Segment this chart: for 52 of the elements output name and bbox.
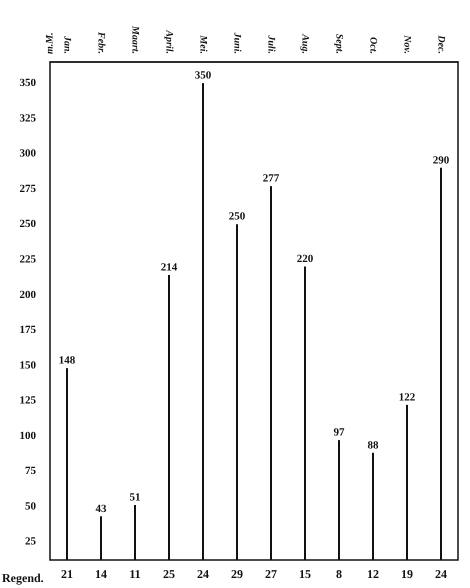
data-label: 214	[160, 262, 178, 274]
x-tick-label: Aug.	[300, 33, 310, 54]
data-label: 43	[96, 502, 107, 515]
data-label: 88	[368, 439, 379, 452]
data-label: 148	[58, 354, 76, 367]
y-tick-label: 325	[20, 112, 36, 124]
y-axis-title: m.M.	[44, 32, 56, 54]
x-tick-label: Juli.	[266, 34, 276, 54]
data-label: 250	[228, 210, 246, 223]
text: 14	[95, 567, 107, 581]
text: 29	[231, 567, 243, 581]
text: 24	[197, 567, 209, 581]
y-tick-label: 200	[20, 288, 36, 301]
text: Regend.	[2, 571, 44, 585]
data-label: 122	[398, 391, 416, 404]
y-tick-label: 225	[20, 254, 36, 266]
text: 12	[367, 567, 379, 581]
data-label: 277	[262, 172, 280, 185]
y-tick-label: 50	[25, 500, 36, 512]
x-tick-label: Juni.	[232, 32, 242, 54]
x-tick-label: Nov.	[402, 34, 412, 54]
data-label: 220	[296, 253, 314, 266]
x-tick-label: April.	[164, 29, 174, 54]
x-tick-label: Dec.	[436, 34, 446, 54]
text: 27	[265, 567, 277, 581]
x-tick-label: Mei.	[198, 34, 208, 54]
y-tick-label: 250	[20, 218, 36, 230]
text: 15	[299, 567, 311, 581]
y-tick-label: 175	[20, 324, 36, 336]
x-tick-label: Sept.	[334, 34, 344, 54]
x-tick-label: Jan.	[62, 34, 72, 54]
y-tick-label: 75	[25, 465, 36, 478]
data-label: 97	[334, 426, 345, 439]
data-label: 51	[130, 491, 140, 504]
text: 11	[129, 567, 141, 581]
data-label: 290	[432, 154, 450, 166]
x-tick-label: Maart.	[130, 24, 140, 54]
y-tick-label: 300	[20, 148, 36, 160]
y-tick-label: 275	[20, 182, 36, 195]
y-tick-label: 350	[20, 77, 36, 90]
text: 8	[336, 567, 342, 581]
y-tick-label: 25	[25, 536, 36, 548]
text: 24	[435, 567, 447, 581]
y-tick-label: 100	[20, 430, 36, 442]
y-tick-label: 150	[20, 359, 36, 372]
x-tick-label: Febr.	[96, 31, 106, 54]
x-tick-label: Oct.	[368, 37, 378, 54]
text: 21	[61, 567, 73, 581]
text: 25	[163, 567, 175, 581]
text: 19	[401, 567, 413, 581]
data-label: 350	[194, 70, 212, 82]
y-tick-label: 125	[20, 394, 36, 407]
